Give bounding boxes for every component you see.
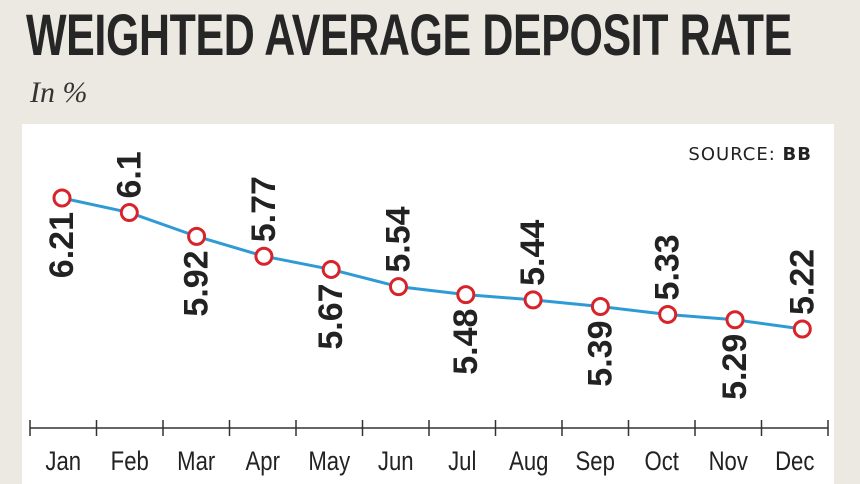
data-label: 5.22 xyxy=(783,249,821,315)
x-tick-label: Dec xyxy=(775,447,814,477)
x-tick-label: Apr xyxy=(246,447,280,477)
data-label: 5.39 xyxy=(581,321,619,387)
data-point xyxy=(187,226,207,246)
source-label: SOURCE: xyxy=(688,144,776,165)
x-tick-label: Aug xyxy=(509,447,548,477)
data-label: 6.21 xyxy=(43,212,81,278)
data-label: 6.1 xyxy=(110,151,148,198)
x-tick-label: Jun xyxy=(378,447,414,477)
source-value: BB xyxy=(782,144,812,165)
data-point xyxy=(792,319,812,339)
data-point xyxy=(52,188,72,208)
data-point xyxy=(456,285,476,305)
data-label: 5.77 xyxy=(245,176,283,242)
data-point xyxy=(523,290,543,310)
data-label: 5.29 xyxy=(716,334,754,400)
data-point xyxy=(590,297,610,317)
data-label: 5.67 xyxy=(312,283,350,349)
data-point xyxy=(725,310,745,330)
data-label: 5.33 xyxy=(649,234,687,300)
data-point xyxy=(389,277,408,297)
x-tick-label: Jul xyxy=(448,447,476,477)
source-note: SOURCE: BB xyxy=(688,144,812,165)
x-tick-label: Jan xyxy=(45,447,81,477)
x-tick-label: Nov xyxy=(709,447,749,477)
x-tick-label: May xyxy=(308,447,350,477)
series-line xyxy=(61,196,803,331)
x-tick-label: Sep xyxy=(576,447,615,477)
chart-title: WEIGHTED AVERAGE DEPOSIT RATE xyxy=(26,3,792,68)
data-label: 5.92 xyxy=(178,250,216,316)
line-chart: Jan Feb Mar Apr May Jun Jul Aug Sep Oct Nov Dec 6.21… xyxy=(29,151,829,477)
chart-subtitle: In % xyxy=(30,76,88,109)
data-label: 5.44 xyxy=(514,220,552,286)
x-tick-label: Oct xyxy=(645,447,680,477)
data-point xyxy=(254,246,274,266)
data-point xyxy=(119,203,139,223)
data-label: 5.48 xyxy=(447,309,485,375)
data-point xyxy=(658,304,678,324)
data-point xyxy=(321,259,341,279)
x-tick-label: Feb xyxy=(111,447,149,477)
chart-panel: SOURCE: BB Jan Feb Mar Apr May Jun Jul Aug Sep Oc… xyxy=(22,124,834,484)
x-tick-label: Mar xyxy=(177,447,215,477)
data-label: 5.54 xyxy=(380,206,418,272)
